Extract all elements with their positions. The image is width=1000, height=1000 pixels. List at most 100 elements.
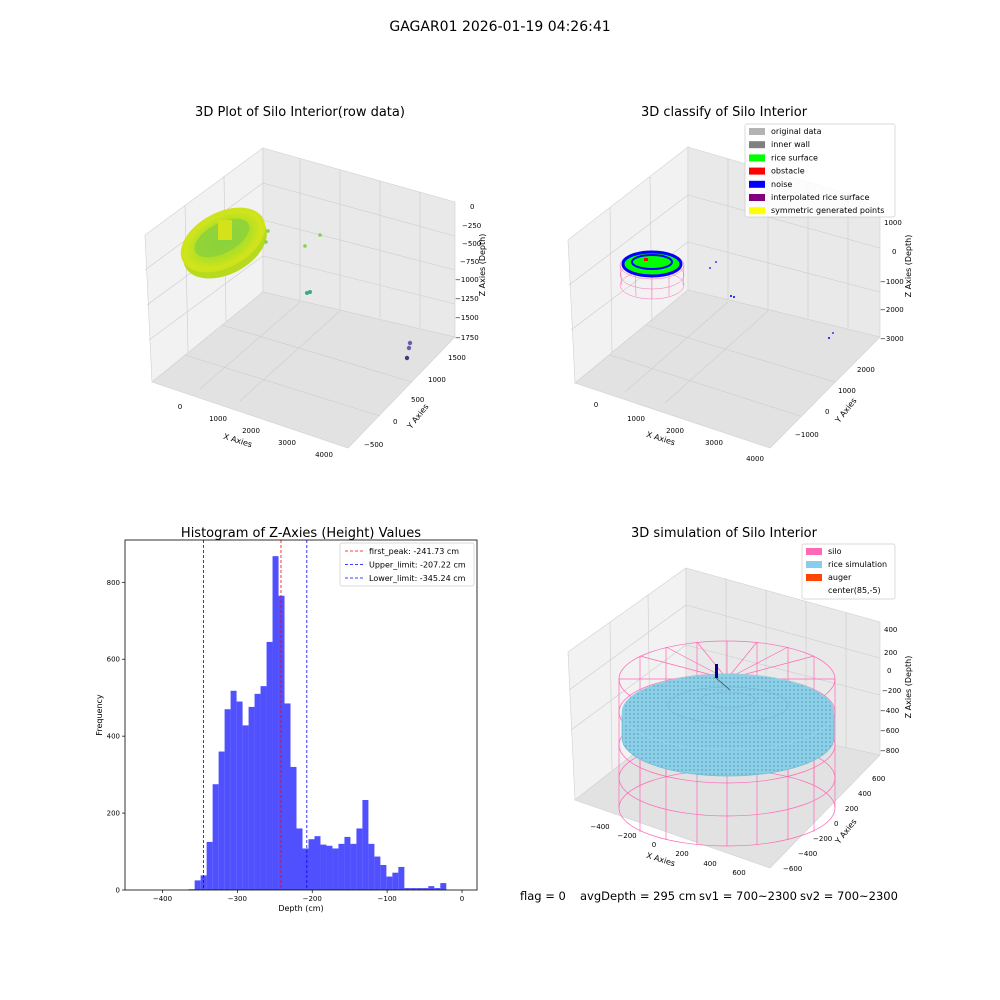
x-tick-label: 2000 — [666, 427, 684, 435]
z-tick-label: −200 — [882, 687, 901, 695]
histogram-bar — [404, 888, 411, 890]
x-tick-label: −200 — [303, 895, 322, 903]
histogram-bar — [350, 843, 357, 890]
legend-label: symmetric generated points — [771, 206, 884, 215]
z-tick-label: 0 — [887, 667, 891, 675]
status-sv2: sv2 = 700~2300 — [800, 889, 898, 903]
y-tick-label: 0 — [834, 820, 838, 828]
z-tick-label: −1000 — [880, 278, 904, 286]
raw-point — [407, 340, 413, 346]
legend-box — [744, 123, 896, 218]
legend-swatch — [749, 180, 765, 188]
auger — [715, 664, 718, 678]
status-footer: flag = 0 avgDepth = 295 cm sv1 = 700~230… — [520, 889, 898, 903]
y-tick-label: 200 — [107, 810, 120, 818]
x-tick-label: 1000 — [627, 415, 645, 423]
x-tick-label: 600 — [732, 869, 745, 877]
histogram-legend: first_peak: -241.73 cm Upper_limit: -207.… — [339, 542, 475, 587]
histogram-bar — [266, 641, 273, 890]
legend-label: original data — [771, 127, 822, 136]
classify-z-ticks: 1000 0 −1000 −2000 −3000 — [880, 219, 904, 343]
histogram-bar — [338, 843, 345, 890]
legend-box — [339, 542, 475, 587]
panel-raw-3d: 3D Plot of Silo Interior(row data) — [144, 105, 487, 459]
pane-floor — [574, 289, 881, 449]
histogram-bar — [356, 828, 363, 890]
simulation-z-label: Z Axies (Depth) — [904, 656, 913, 719]
panel-simulation-3d: 3D simulation of Silo Interior — [567, 526, 913, 877]
histogram-bar — [194, 880, 201, 890]
x-tick-label: −400 — [153, 895, 172, 903]
simulation-y-ticks: 600 400 200 0 −200 −400 −600 — [783, 775, 885, 873]
histogram-bar — [218, 751, 225, 890]
histogram-y-ticks: 0 200 400 600 800 — [107, 579, 125, 895]
y-tick-label: 0 — [393, 418, 397, 426]
y-tick-label: 1500 — [448, 354, 466, 362]
histogram-bar — [416, 888, 423, 890]
legend-label: center(85,-5) — [828, 586, 881, 595]
legend-swatch — [806, 561, 822, 568]
histogram-bar — [254, 693, 261, 890]
raw-point — [266, 229, 270, 233]
noise-point — [730, 295, 732, 297]
x-tick-label: 0 — [652, 841, 656, 849]
z-tick-label: −800 — [880, 747, 899, 755]
noise-point — [828, 337, 830, 339]
y-tick-label: −600 — [783, 865, 802, 873]
histogram-bar — [440, 883, 447, 890]
histogram-y-label: Frequency — [95, 694, 104, 736]
x-tick-label: −400 — [590, 823, 609, 831]
legend-swatch — [806, 574, 822, 581]
legend-label: Upper_limit: -207.22 cm — [369, 561, 466, 570]
y-tick-label: −200 — [813, 835, 832, 843]
histogram-bar — [344, 836, 351, 890]
rice-surface-lines — [667, 686, 789, 724]
z-tick-label: 200 — [884, 649, 897, 657]
histogram-bar — [284, 703, 291, 890]
raw-z-ticks: 0 −250 −500 −750 −1000 −1250 −1500 −1750 — [455, 203, 481, 342]
legend-label: rice simulation — [828, 560, 887, 569]
legend-label: rice surface — [771, 153, 818, 162]
z-tick-label: 400 — [884, 626, 897, 634]
legend-label: inner wall — [771, 140, 810, 149]
y-tick-label: 400 — [858, 790, 871, 798]
y-tick-label: 500 — [411, 396, 424, 404]
z-tick-label: −500 — [462, 240, 481, 248]
histogram-x-ticks: −400 −300 −200 −100 0 — [153, 890, 464, 903]
z-tick-label: −1500 — [455, 314, 479, 322]
panel-classify-title: 3D classify of Silo Interior — [641, 105, 808, 120]
noise-point — [733, 296, 735, 298]
classify-x-ticks: 0 1000 2000 3000 4000 — [594, 401, 764, 463]
z-tick-label: −3000 — [880, 335, 904, 343]
legend-swatch — [749, 141, 765, 149]
classify-y-label: Y Axies — [833, 396, 859, 425]
histogram-bar — [248, 706, 255, 890]
y-tick-label: 600 — [872, 775, 885, 783]
noise-point — [709, 267, 711, 269]
classify-z-label: Z Axies (Depth) — [904, 235, 913, 298]
legend-label: interpolated rice surface — [771, 193, 869, 202]
grid-lines — [568, 158, 881, 417]
x-tick-label: 0 — [460, 895, 464, 903]
z-tick-label: 0 — [470, 203, 474, 211]
histogram-bar — [206, 841, 213, 890]
z-tick-label: −600 — [880, 727, 899, 735]
raw-point — [308, 290, 312, 294]
histogram-bar — [326, 845, 333, 890]
histogram-frame — [124, 539, 478, 891]
legend-swatch — [806, 548, 822, 555]
legend-entries: first_peak: -241.73 cm Upper_limit: -207.… — [345, 547, 466, 583]
histogram-bars — [188, 556, 447, 890]
histogram-bar — [308, 839, 315, 890]
auger-shaft — [715, 677, 731, 691]
legend-box — [801, 543, 896, 600]
x-tick-label: 1000 — [209, 415, 227, 423]
legend-label: auger — [828, 573, 852, 582]
histogram-bar — [434, 888, 441, 890]
histogram-title: Histogram of Z-Axies (Height) Values — [181, 526, 421, 541]
raw-point — [406, 345, 412, 351]
panel-simulation-title: 3D simulation of Silo Interior — [631, 526, 818, 541]
x-tick-label: 0 — [178, 403, 182, 411]
legend-label: silo — [828, 547, 842, 556]
